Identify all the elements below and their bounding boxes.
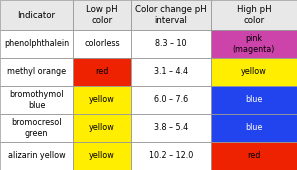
Bar (73, 114, 131, 142)
Bar (211, 86, 297, 114)
Bar (211, 0, 297, 30)
Bar (73, 0, 131, 30)
Bar (0, 0, 73, 30)
Bar (0, 58, 73, 86)
Bar (131, 142, 211, 170)
Bar (0, 0, 73, 30)
Bar (211, 142, 297, 170)
Bar (131, 58, 211, 86)
Bar (73, 0, 131, 30)
Text: pink
(magenta): pink (magenta) (233, 34, 275, 54)
Text: Color change pH
interval: Color change pH interval (135, 5, 207, 25)
Bar (131, 86, 211, 114)
Bar (131, 0, 211, 30)
Bar (73, 30, 131, 58)
Text: 8.3 – 10: 8.3 – 10 (155, 39, 187, 48)
Bar (131, 30, 211, 58)
Bar (73, 86, 131, 114)
Bar (131, 142, 211, 170)
Text: Low pH
color: Low pH color (86, 5, 118, 25)
Bar (73, 142, 131, 170)
Bar (131, 0, 211, 30)
Bar (73, 114, 131, 142)
Bar (131, 58, 211, 86)
Text: yellow: yellow (89, 96, 115, 105)
Bar (211, 114, 297, 142)
Bar (131, 114, 211, 142)
Bar (0, 58, 73, 86)
Bar (0, 86, 73, 114)
Text: 3.8 – 5.4: 3.8 – 5.4 (154, 123, 188, 132)
Bar (0, 30, 73, 58)
Text: High pH
color: High pH color (237, 5, 271, 25)
Text: colorless: colorless (84, 39, 120, 48)
Bar (0, 86, 73, 114)
Bar (0, 30, 73, 58)
Text: 10.2 – 12.0: 10.2 – 12.0 (149, 151, 193, 160)
Text: blue: blue (245, 123, 263, 132)
Text: yellow: yellow (241, 67, 267, 76)
Text: phenolphthalein: phenolphthalein (4, 39, 69, 48)
Bar (0, 114, 73, 142)
Text: bromocresol
green: bromocresol green (11, 118, 62, 138)
Bar (73, 58, 131, 86)
Text: methyl orange: methyl orange (7, 67, 66, 76)
Text: red: red (247, 151, 261, 160)
Bar (0, 114, 73, 142)
Bar (211, 58, 297, 86)
Text: alizarin yellow: alizarin yellow (8, 151, 65, 160)
Bar (131, 30, 211, 58)
Bar (73, 142, 131, 170)
Bar (131, 86, 211, 114)
Text: blue: blue (245, 96, 263, 105)
Text: red: red (95, 67, 109, 76)
Bar (211, 0, 297, 30)
Bar (0, 142, 73, 170)
Text: bromothymol
blue: bromothymol blue (9, 90, 64, 110)
Bar (73, 58, 131, 86)
Bar (131, 114, 211, 142)
Bar (211, 114, 297, 142)
Text: Indicator: Indicator (18, 11, 56, 20)
Bar (0, 142, 73, 170)
Bar (211, 86, 297, 114)
Bar (211, 58, 297, 86)
Bar (73, 30, 131, 58)
Bar (211, 30, 297, 58)
Bar (211, 30, 297, 58)
Bar (73, 86, 131, 114)
Text: yellow: yellow (89, 151, 115, 160)
Text: yellow: yellow (89, 123, 115, 132)
Text: 6.0 – 7.6: 6.0 – 7.6 (154, 96, 188, 105)
Text: 3.1 – 4.4: 3.1 – 4.4 (154, 67, 188, 76)
Bar (211, 142, 297, 170)
